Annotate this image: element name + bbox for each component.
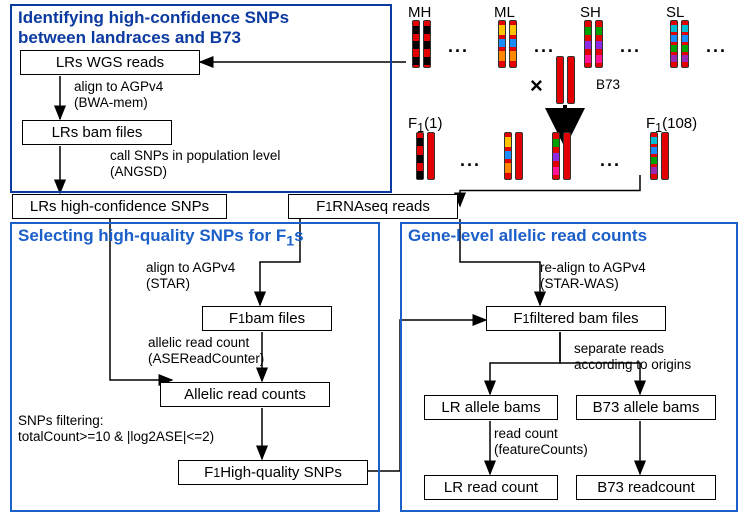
pop-label-p1: MH	[408, 4, 431, 21]
edge-label-e1: align to AGPv4(BWA-mem)	[74, 79, 163, 111]
edge-label-e8: read count(featureCounts)	[494, 426, 588, 458]
chrom-pair-f3	[552, 132, 574, 180]
chrom-pair-f1	[416, 132, 438, 180]
dots-d1: ...	[448, 36, 469, 57]
edge-label-e10: ×	[530, 73, 543, 99]
node-n5: F1 bam files	[202, 306, 332, 331]
edge-label-e9: B73	[596, 77, 620, 93]
dots-d3: ...	[620, 36, 641, 57]
edge-label-e2: call SNPs in population level(ANGSD)	[110, 148, 280, 180]
chrom-pair-c4	[670, 20, 692, 68]
edge-label-e7: separate readsaccording to origins	[574, 341, 691, 373]
edge-label-e3: align to AGPv4(STAR)	[146, 260, 235, 292]
chrom-pair-c3	[584, 20, 606, 68]
dots-d5: ...	[460, 150, 481, 171]
edge-label-e5: SNPs filtering:totalCount>=10 & |log2ASE…	[18, 413, 214, 445]
chrom-pair-c2	[498, 20, 520, 68]
pop-label-p2: ML	[494, 4, 515, 21]
section-title-s3: Gene-level allelic read counts	[408, 226, 647, 246]
dots-d4: ...	[706, 36, 727, 57]
node-n9: LR allele bams	[424, 395, 558, 420]
node-n12: B73 readcount	[576, 475, 716, 500]
section-title-s2: Selecting high-quality SNPs for F1s	[18, 226, 304, 250]
edge-label-e6: re-align to AGPv4(STAR-WAS)	[540, 260, 646, 292]
chrom-pair-cB	[556, 56, 578, 104]
arrow-14	[460, 175, 640, 206]
node-n11: LR read count	[424, 475, 558, 500]
pop-label-p3: SH	[580, 4, 601, 21]
pop-label-p4: SL	[666, 4, 684, 21]
node-n6: Allelic read counts	[160, 382, 330, 407]
dots-d6: ...	[600, 150, 621, 171]
chrom-pair-f2	[504, 132, 526, 180]
node-n2: LRs bam files	[22, 120, 172, 145]
node-n3: LRs high-confidence SNPs	[12, 194, 227, 219]
dots-d2: ...	[534, 36, 555, 57]
node-n10: B73 allele bams	[576, 395, 716, 420]
section-title-s1: Identifying high-confidence SNPsbetween …	[18, 8, 289, 49]
node-n4: F1 RNAseq reads	[288, 194, 458, 219]
node-n8: F1 filtered bam files	[486, 306, 666, 331]
chrom-pair-c1	[412, 20, 434, 68]
edge-label-e4: allelic read count(ASEReadCounter)	[148, 335, 264, 367]
node-n7: F1 High-quality SNPs	[178, 460, 368, 485]
node-n1: LRs WGS reads	[20, 50, 200, 75]
chrom-pair-f4	[650, 132, 672, 180]
